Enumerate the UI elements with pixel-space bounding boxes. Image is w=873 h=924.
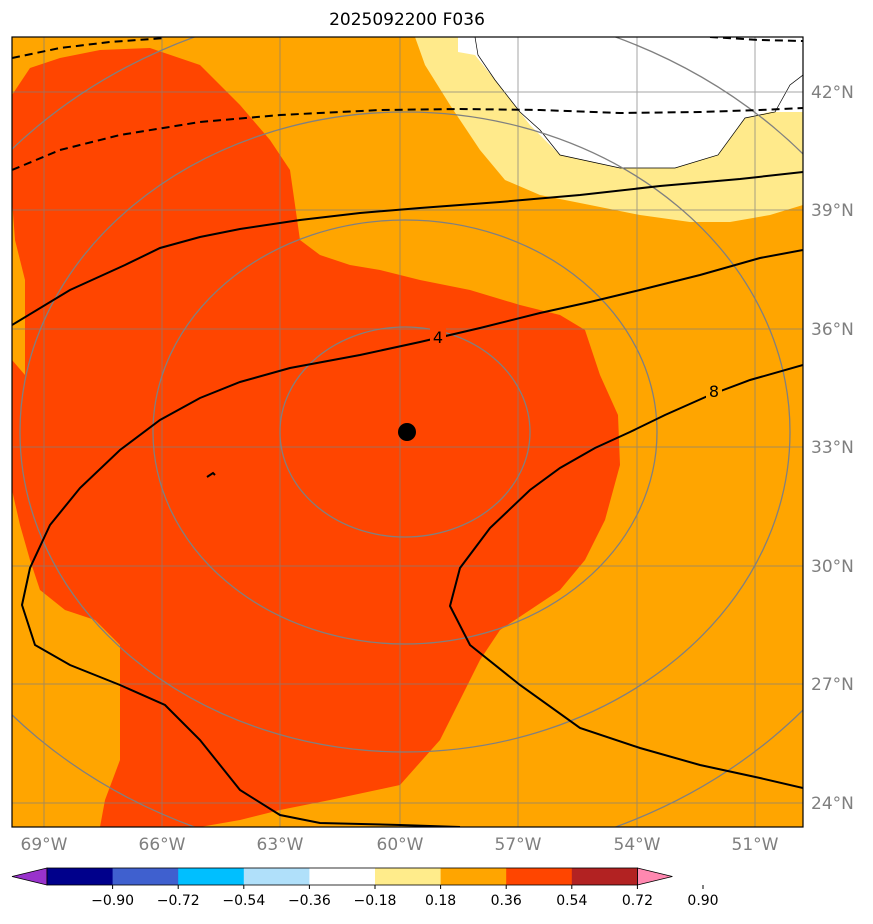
colorbar-extend-min — [11, 867, 48, 886]
colorbar-tick-label: 0.54 — [556, 893, 587, 909]
lon-label: 69°W — [21, 835, 68, 855]
colorbar-tick-label: 0.90 — [687, 893, 718, 909]
colorbar-tick-label: −0.36 — [288, 893, 331, 909]
colorbar-tick-label: 0.18 — [425, 893, 456, 909]
red-orange-fill-region — [12, 48, 620, 827]
colorbar-tick-label: −0.90 — [91, 893, 134, 909]
svg-text:4: 4 — [433, 328, 443, 347]
colorbar-tick-label: 0.36 — [491, 893, 522, 909]
colorbar: −0.90 −0.72 −0.54 −0.36 −0.18 0.18 0.36 0.54 0.7… — [11, 867, 719, 909]
colorbar-band — [506, 868, 573, 885]
dashed-contours — [12, 37, 803, 171]
storm-center-marker — [398, 423, 416, 441]
lat-label: 42°N — [811, 83, 854, 103]
colorbar-band — [178, 868, 245, 885]
colorbar-tick-label: −0.72 — [157, 893, 200, 909]
svg-text:8: 8 — [709, 382, 719, 401]
white-region-outline — [474, 37, 803, 169]
lon-label: 63°W — [257, 835, 304, 855]
map-plot-area: 4 8 — [12, 37, 803, 827]
colorbar-band — [243, 868, 310, 885]
longitude-labels: 69°W 66°W 63°W 60°W 57°W 54°W 51°W — [21, 835, 779, 855]
lat-label: 39°N — [811, 201, 854, 221]
lon-label: 57°W — [495, 835, 542, 855]
lon-label: 51°W — [732, 835, 779, 855]
colorbar-band — [309, 868, 376, 885]
colorbar-band — [375, 868, 442, 885]
range-rings — [12, 37, 803, 827]
colorbar-extend-max — [637, 867, 673, 886]
lat-label: 33°N — [811, 438, 854, 458]
map-title: 2025092200 F036 — [329, 10, 485, 30]
colorbar-band — [47, 868, 114, 885]
latitude-labels: 42°N 39°N 36°N 33°N 30°N 27°N 24°N — [811, 83, 854, 814]
lon-label: 60°W — [377, 835, 424, 855]
colorbar-outline — [46, 867, 638, 886]
lat-label: 30°N — [811, 557, 854, 577]
solid-contours — [12, 171, 803, 827]
colorbar-band — [440, 868, 507, 885]
map-frame — [11, 36, 804, 828]
contour-label-4: 4 — [430, 326, 446, 347]
colorbar-tick-label: 0.72 — [622, 893, 653, 909]
colorbar-band — [112, 868, 179, 885]
lon-label: 66°W — [139, 835, 186, 855]
colorbar-band — [571, 868, 638, 885]
lat-label: 24°N — [811, 794, 854, 814]
colorbar-tick-label: −0.18 — [354, 893, 397, 909]
lat-label: 27°N — [811, 675, 854, 695]
colorbar-tick-label: −0.54 — [222, 893, 265, 909]
contour-label-8: 8 — [706, 381, 722, 401]
lat-label: 36°N — [811, 320, 854, 340]
lon-label: 54°W — [614, 835, 661, 855]
